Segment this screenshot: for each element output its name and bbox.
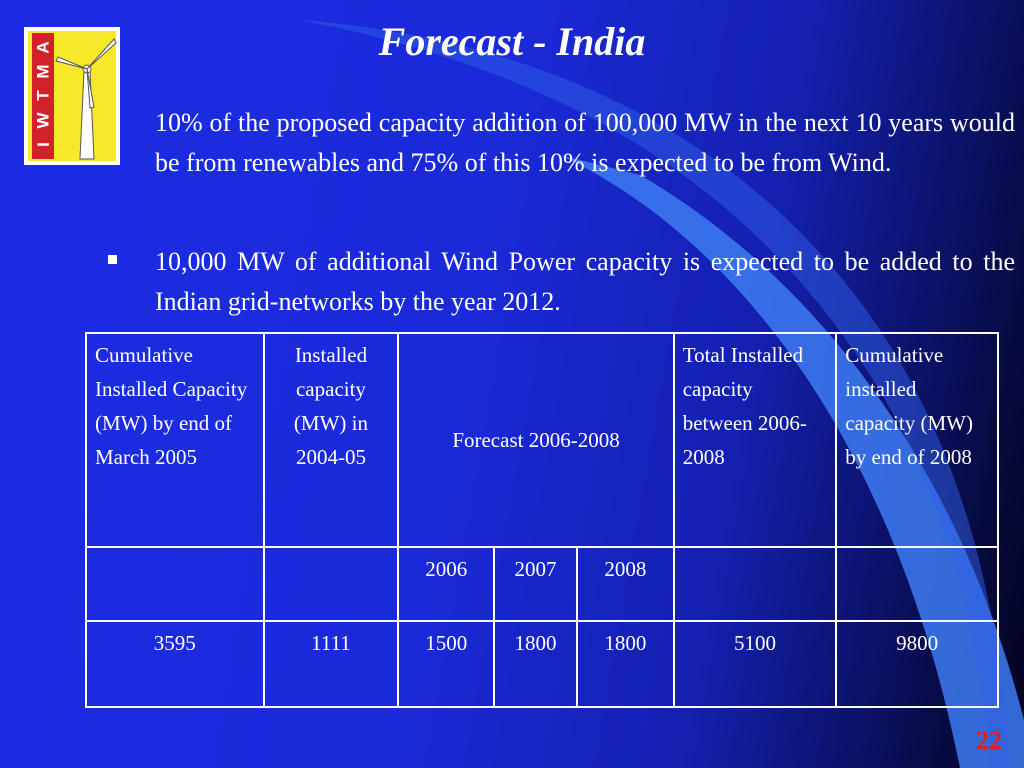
iwtma-logo: I W T M A <box>24 27 120 165</box>
value-installed-2004-05: 1111 <box>262 620 400 708</box>
year-2008: 2008 <box>575 546 675 622</box>
value-cumulative-2008: 9800 <box>835 620 999 708</box>
table-value-row: 3595 1111 1500 1800 1800 5100 9800 <box>85 620 999 708</box>
value-forecast-2006: 1500 <box>397 620 496 708</box>
header-cumulative-2005: Cumulative Installed Capacity (MW) by en… <box>85 332 265 548</box>
header-installed-capacity: Installed capacity (MW) in 2004-05 <box>262 332 400 548</box>
value-forecast-2008: 1800 <box>575 620 675 708</box>
wind-turbine-icon <box>55 38 117 160</box>
page-number: 22 <box>976 726 1002 755</box>
table-cell-empty <box>262 546 400 622</box>
table-cell-empty <box>672 546 838 622</box>
value-forecast-2007: 1800 <box>493 620 578 708</box>
table-year-row: 2006 2007 2008 <box>85 546 999 622</box>
header-forecast: Forecast 2006-2008 <box>397 332 675 548</box>
forecast-table: Cumulative Installed Capacity (MW) by en… <box>85 332 999 708</box>
intro-paragraph: 10% of the proposed capacity addition of… <box>155 108 1015 177</box>
bullet-paragraph: 10,000 MW of additional Wind Power capac… <box>155 247 1015 316</box>
slide-title: Forecast - India <box>378 19 646 64</box>
value-cumulative-2005: 3595 <box>85 620 265 708</box>
table-header-row: Cumulative Installed Capacity (MW) by en… <box>85 332 999 548</box>
year-2006: 2006 <box>397 546 496 622</box>
header-total-installed: Total Installed capacity between 2006-20… <box>672 332 838 548</box>
header-installed-line1: Installed capacity <box>294 343 368 401</box>
value-total-installed: 5100 <box>672 620 838 708</box>
header-cumulative-2008: Cumulative installed capacity (MW) by en… <box>835 332 999 548</box>
header-installed-line2: (MW) in 2004-05 <box>293 411 368 469</box>
table-cell-empty <box>85 546 265 622</box>
bullet-square-icon <box>108 255 117 264</box>
table-cell-empty <box>835 546 999 622</box>
year-2007: 2007 <box>493 546 578 622</box>
